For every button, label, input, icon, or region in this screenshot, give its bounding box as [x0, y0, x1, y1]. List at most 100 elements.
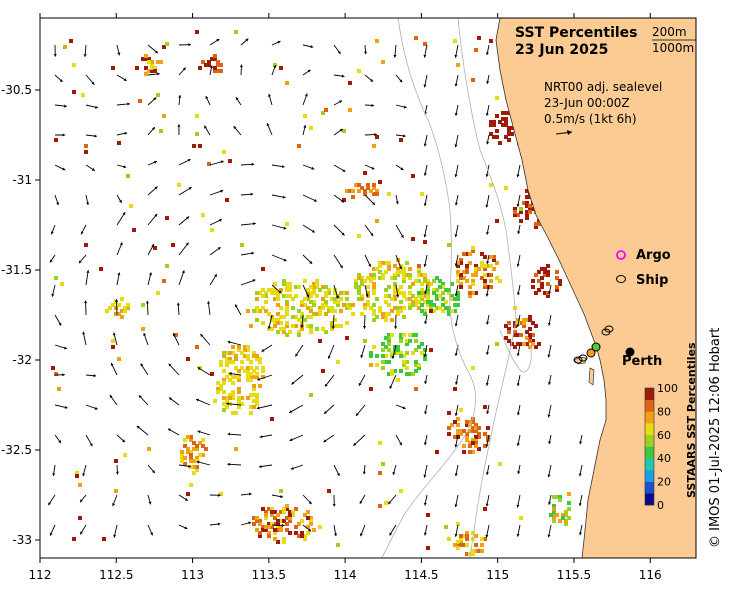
current-arrowhead — [547, 322, 551, 326]
sst-pixel — [222, 396, 226, 400]
sst-pixel — [531, 321, 535, 325]
sst-pixel — [240, 243, 244, 247]
sst-pixel — [135, 66, 139, 70]
sst-pixel — [264, 294, 268, 298]
sst-pixel — [345, 306, 349, 310]
sst-pixel — [375, 267, 379, 271]
current-arrowhead — [153, 97, 157, 101]
sst-pixel — [255, 291, 259, 295]
sst-pixel — [474, 534, 478, 538]
sst-pixel — [192, 459, 196, 463]
sst-pixel — [261, 528, 265, 532]
sst-pixel — [63, 45, 67, 49]
sst-pixel — [252, 405, 256, 409]
colorbar-tick-label: 100 — [657, 382, 678, 395]
sst-pixel — [447, 537, 451, 541]
y-tick-label: -32 — [12, 353, 32, 367]
sst-pixel — [255, 357, 259, 361]
sst-pixel — [258, 522, 262, 526]
sst-pixel — [387, 360, 391, 364]
sst-pixel — [246, 396, 250, 400]
current-arrowhead — [339, 100, 343, 104]
current-arrowhead — [56, 202, 60, 206]
sst-pixel — [555, 513, 559, 517]
current-arrowhead — [277, 40, 281, 44]
sst-pixel — [477, 549, 481, 553]
sst-pixel — [348, 108, 352, 112]
sst-pixel — [252, 522, 256, 526]
sst-pixel — [198, 453, 202, 457]
sst-pixel — [237, 378, 241, 382]
sst-pixel — [222, 390, 226, 394]
sst-pixel — [393, 288, 397, 292]
ship-legend-label: Ship — [636, 273, 668, 288]
sst-pixel — [357, 285, 361, 289]
sst-pixel — [399, 291, 403, 295]
current-arrowhead — [454, 293, 458, 297]
sst-pixel — [531, 279, 535, 283]
sst-pixel — [525, 342, 529, 346]
sst-pixel — [192, 471, 196, 475]
sst-pixel — [414, 333, 418, 337]
current-arrowhead — [58, 440, 61, 444]
current-arrowhead — [150, 532, 153, 536]
sst-pixel — [357, 291, 361, 295]
sst-pixel — [195, 468, 199, 472]
current-arrowhead — [52, 473, 56, 476]
sst-pixel — [432, 303, 436, 307]
sst-pixel — [114, 306, 118, 310]
sst-pixel — [429, 303, 433, 307]
sst-pixel — [252, 309, 256, 313]
current-arrow — [353, 434, 366, 447]
sst-pixel — [306, 324, 310, 328]
current-arrowhead — [62, 373, 65, 377]
sst-pixel — [273, 282, 277, 286]
sst-pixel — [150, 66, 154, 70]
sst-pixel — [297, 144, 301, 148]
sst-pixel — [252, 384, 256, 388]
sst-pixel — [453, 435, 457, 439]
sst-pixel — [339, 291, 343, 295]
sst-pixel — [495, 342, 499, 346]
sst-pixel — [264, 528, 268, 532]
sst-pixel — [375, 192, 379, 196]
current-arrowhead — [281, 165, 285, 169]
sst-pixel — [327, 309, 331, 313]
current-arrowhead — [454, 113, 458, 116]
sst-pixel — [411, 237, 415, 241]
sst-pixel — [318, 309, 322, 313]
sst-pixel — [432, 279, 436, 283]
current-arrowhead — [360, 354, 364, 358]
sst-pixel — [243, 354, 247, 358]
sst-pixel — [156, 291, 160, 295]
sst-pixel — [408, 339, 412, 343]
sst-pixel — [303, 114, 307, 118]
sst-pixel — [384, 501, 388, 505]
sst-pixel — [537, 270, 541, 274]
sst-pixel — [330, 321, 334, 325]
current-arrowhead — [184, 526, 188, 530]
sst-pixel — [561, 513, 565, 517]
sst-pixel — [471, 420, 475, 424]
sst-pixel — [309, 300, 313, 304]
sst-pixel — [363, 306, 367, 310]
current-arrowhead — [122, 212, 126, 216]
sst-pixel — [252, 369, 256, 373]
argo-marker — [591, 342, 601, 352]
current-arrowhead — [258, 464, 262, 469]
sst-pixel — [270, 288, 274, 292]
sst-pixel — [498, 120, 502, 124]
current-arrowhead — [282, 195, 286, 199]
current-arrowhead — [454, 504, 458, 508]
current-arrowhead — [289, 438, 293, 442]
sst-pixel — [399, 300, 403, 304]
sst-pixel — [363, 189, 367, 193]
sst-pixel — [297, 285, 301, 289]
sst-pixel — [318, 525, 322, 529]
sst-pixel — [360, 279, 364, 283]
sst-pixel — [393, 264, 397, 268]
sst-pixel — [513, 321, 517, 325]
sst-pixel — [54, 138, 58, 142]
sst-pixel — [186, 447, 190, 451]
current-arrowhead — [119, 242, 123, 246]
